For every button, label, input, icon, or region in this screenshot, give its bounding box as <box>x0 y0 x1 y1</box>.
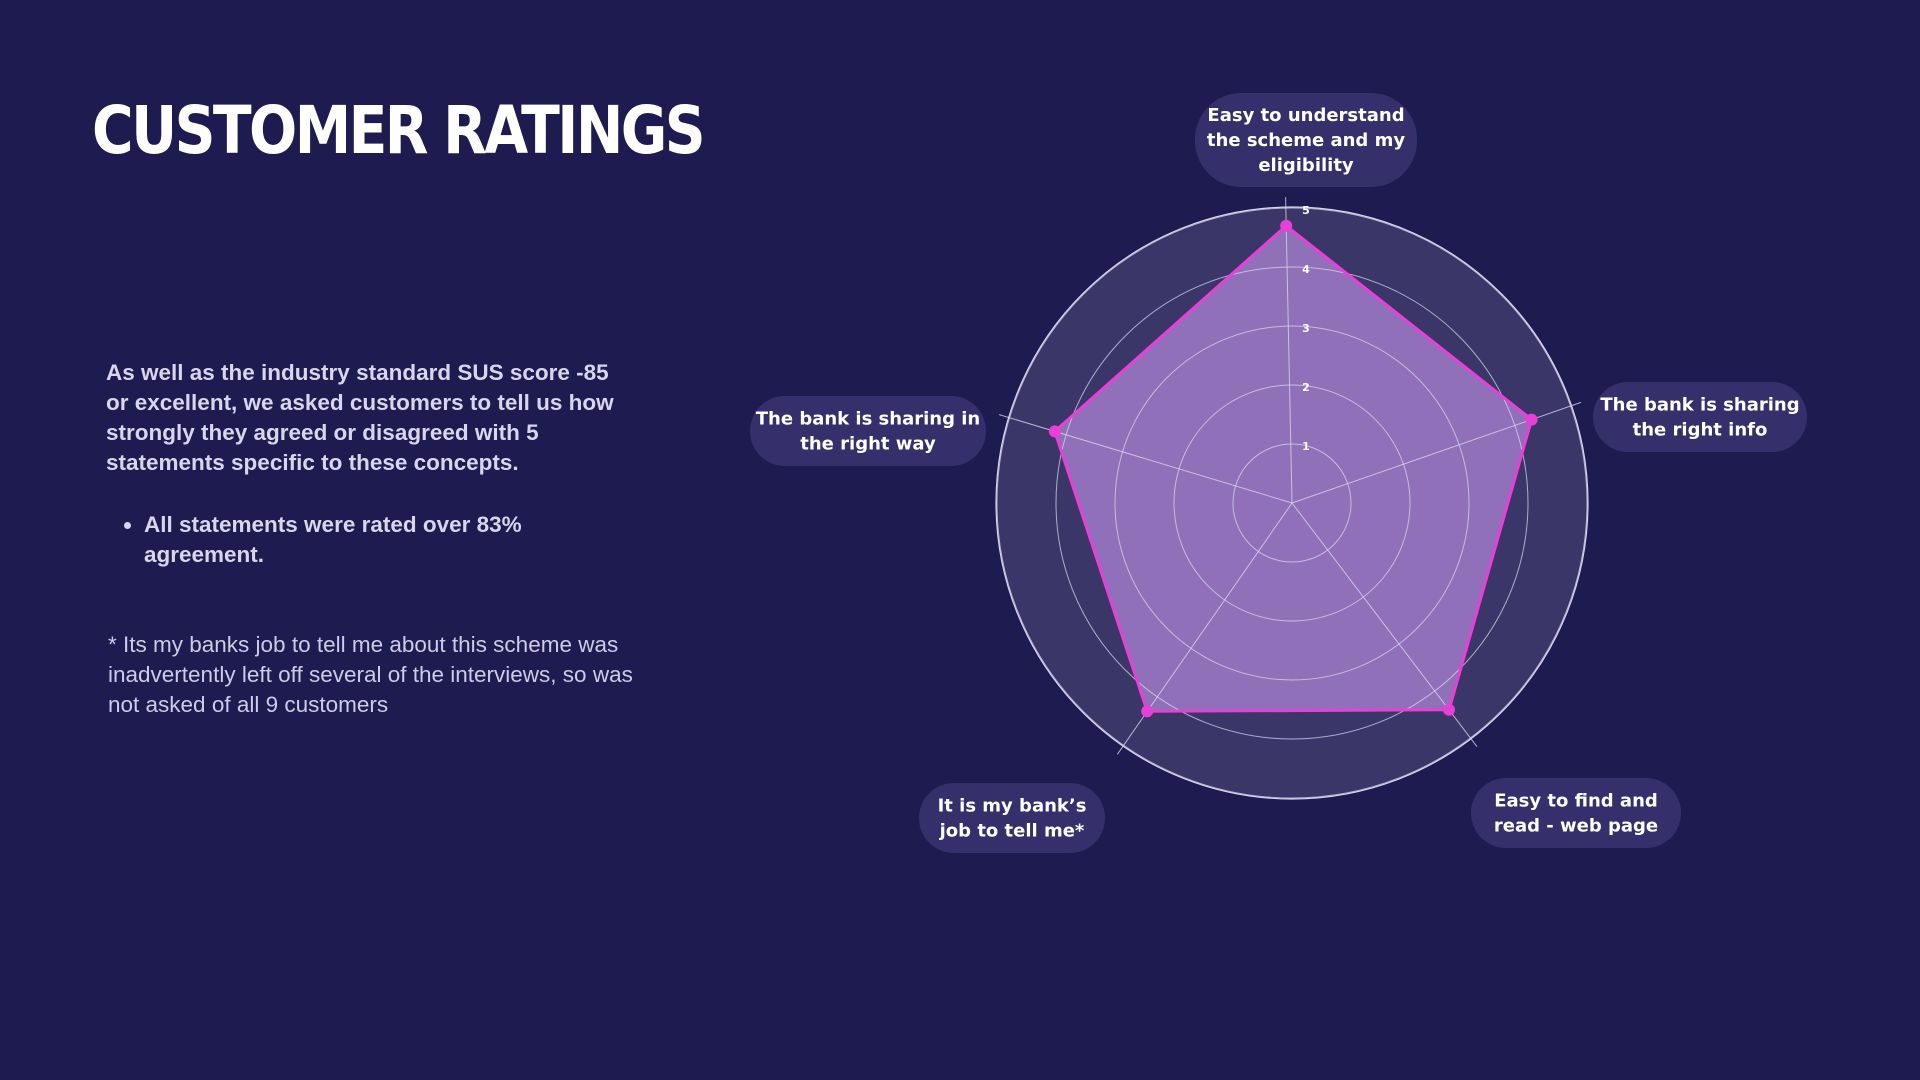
category-label-2: The bank is sharing the right info <box>1600 395 1799 441</box>
category-label-line: the right info <box>1633 420 1768 441</box>
category-pill-5 <box>750 396 986 466</box>
bullet-list: All statements were rated over 83% agree… <box>106 510 614 570</box>
category-pill-3 <box>1471 778 1681 848</box>
radar-grid-ring-2 <box>1173 384 1411 622</box>
radar-grid-ring-1 <box>1232 443 1352 563</box>
category-label-5: The bank is sharing in the right way <box>756 409 980 455</box>
category-label-line: job to tell me* <box>939 821 1085 842</box>
category-label-1: Easy to understand the scheme and my eligi… <box>1207 105 1405 176</box>
category-label-line: the right way <box>800 434 936 455</box>
category-pill-1 <box>1195 93 1417 187</box>
intro-paragraph: As well as the industry standard SUS sco… <box>106 360 614 475</box>
radar-spoke-1 <box>1285 197 1293 504</box>
category-label-line: It is my bank’s <box>938 796 1087 817</box>
radar-grid-ring-4 <box>1055 266 1529 740</box>
radar-grid-ring-5 <box>996 207 1588 799</box>
radar-point-2 <box>1525 413 1538 426</box>
radar-spoke-5 <box>998 414 1293 504</box>
radar-tick-label-3: 3 <box>1302 322 1310 335</box>
radar-tick-label-5: 5 <box>1302 204 1310 217</box>
category-label-line: eligibility <box>1258 155 1354 176</box>
radar-point-4 <box>1141 705 1154 718</box>
category-pill-2 <box>1593 382 1807 452</box>
page-title: CUSTOMER RATINGS <box>92 92 706 169</box>
radar-point-3 <box>1443 703 1455 716</box>
radar-series-fill <box>1054 225 1532 712</box>
category-pill-4 <box>919 783 1105 853</box>
radar-tick-label-4: 4 <box>1302 263 1310 276</box>
footnote: * Its my banks job to tell me about this… <box>108 632 633 717</box>
category-label-line: the scheme and my <box>1207 130 1405 151</box>
bullet-item: All statements were rated over 83% agree… <box>144 510 614 570</box>
category-label-line: The bank is sharing in <box>756 409 980 430</box>
radar-point-5 <box>1048 425 1061 438</box>
category-label-line: Easy to understand <box>1207 105 1404 126</box>
category-label-4: It is my bank’s job to tell me* <box>938 796 1087 842</box>
category-label-line: The bank is sharing <box>1600 395 1799 416</box>
radar-series-line <box>1053 224 1534 713</box>
category-label-3: Easy to find and read - web page <box>1494 791 1658 837</box>
radar-tick-label-2: 2 <box>1302 381 1310 394</box>
radar-grid-ring-3 <box>1114 325 1470 681</box>
radar-point-1 <box>1280 219 1293 232</box>
category-label-line: read - web page <box>1494 816 1658 837</box>
radar-tick-label-1: 1 <box>1302 440 1310 453</box>
category-label-line: Easy to find and <box>1494 791 1658 812</box>
